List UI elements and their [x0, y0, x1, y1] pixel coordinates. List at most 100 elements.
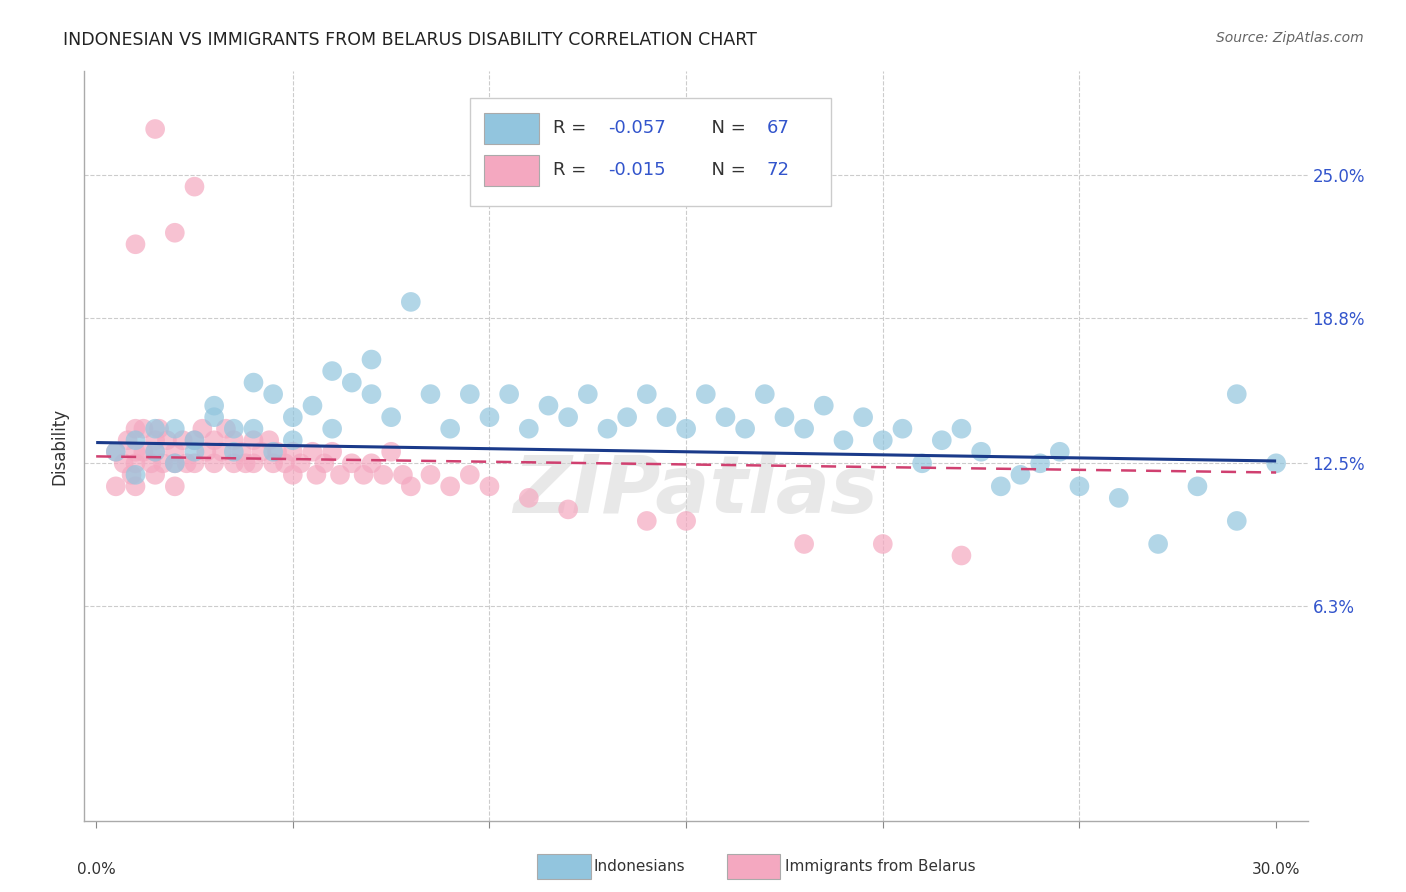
- Point: [321, 364, 343, 378]
- Point: [813, 399, 835, 413]
- Point: [754, 387, 776, 401]
- Point: [340, 376, 363, 390]
- Point: [124, 237, 146, 252]
- Point: [793, 537, 815, 551]
- Point: [1108, 491, 1130, 505]
- Point: [950, 422, 973, 436]
- Point: [373, 467, 395, 482]
- Point: [104, 479, 127, 493]
- Point: [124, 434, 146, 448]
- Text: N =: N =: [700, 161, 751, 179]
- Point: [163, 479, 186, 493]
- Point: [117, 434, 139, 448]
- Point: [1010, 467, 1032, 482]
- Point: [124, 456, 146, 470]
- Point: [242, 456, 264, 470]
- Point: [132, 444, 155, 458]
- Point: [380, 410, 402, 425]
- Point: [163, 456, 186, 470]
- Point: [143, 467, 166, 482]
- Point: [675, 514, 697, 528]
- Point: [124, 467, 146, 482]
- Point: [242, 434, 264, 448]
- Point: [183, 179, 205, 194]
- Point: [557, 410, 579, 425]
- Point: [104, 444, 127, 458]
- Point: [112, 456, 135, 470]
- Point: [121, 467, 143, 482]
- Point: [143, 444, 166, 458]
- Point: [360, 387, 382, 401]
- Point: [1069, 479, 1091, 493]
- Point: [675, 422, 697, 436]
- Point: [124, 444, 146, 458]
- Text: 67: 67: [766, 119, 790, 136]
- Point: [132, 422, 155, 436]
- Point: [143, 434, 166, 448]
- FancyBboxPatch shape: [484, 112, 540, 144]
- Point: [852, 410, 875, 425]
- Point: [714, 410, 737, 425]
- Point: [274, 456, 297, 470]
- Point: [832, 434, 855, 448]
- Point: [950, 549, 973, 563]
- Point: [1187, 479, 1209, 493]
- Text: R =: R =: [553, 161, 592, 179]
- Point: [156, 434, 179, 448]
- Text: Immigrants from Belarus: Immigrants from Belarus: [785, 859, 976, 873]
- Point: [340, 456, 363, 470]
- Point: [262, 387, 284, 401]
- Point: [1147, 537, 1170, 551]
- Point: [392, 467, 415, 482]
- Point: [891, 422, 914, 436]
- Point: [360, 352, 382, 367]
- Point: [222, 456, 245, 470]
- Text: ZIPatlas: ZIPatlas: [513, 452, 879, 530]
- Point: [183, 456, 205, 470]
- Point: [222, 444, 245, 458]
- Point: [695, 387, 717, 401]
- Point: [281, 410, 304, 425]
- Point: [202, 456, 225, 470]
- Point: [439, 422, 461, 436]
- Point: [250, 444, 273, 458]
- Point: [517, 491, 540, 505]
- Point: [360, 456, 382, 470]
- Point: [281, 444, 304, 458]
- Point: [1226, 387, 1249, 401]
- Point: [281, 467, 304, 482]
- Point: [872, 434, 894, 448]
- Point: [211, 444, 233, 458]
- Point: [399, 294, 422, 309]
- Point: [1029, 456, 1052, 470]
- Point: [872, 537, 894, 551]
- Point: [1049, 444, 1071, 458]
- Point: [202, 399, 225, 413]
- Point: [380, 444, 402, 458]
- Point: [257, 434, 280, 448]
- Text: INDONESIAN VS IMMIGRANTS FROM BELARUS DISABILITY CORRELATION CHART: INDONESIAN VS IMMIGRANTS FROM BELARUS DI…: [63, 31, 758, 49]
- Point: [202, 410, 225, 425]
- Point: [636, 514, 658, 528]
- Point: [576, 387, 599, 401]
- Point: [1265, 456, 1288, 470]
- Point: [305, 467, 328, 482]
- Point: [458, 467, 481, 482]
- Point: [124, 422, 146, 436]
- Point: [183, 434, 205, 448]
- Point: [596, 422, 619, 436]
- Text: -0.015: -0.015: [607, 161, 665, 179]
- Point: [235, 456, 257, 470]
- Point: [314, 456, 336, 470]
- Point: [517, 422, 540, 436]
- Point: [195, 444, 218, 458]
- Point: [557, 502, 579, 516]
- Point: [176, 456, 198, 470]
- Point: [353, 467, 375, 482]
- Point: [399, 479, 422, 493]
- Point: [655, 410, 678, 425]
- Point: [222, 422, 245, 436]
- Point: [183, 444, 205, 458]
- Point: [143, 444, 166, 458]
- Point: [266, 444, 288, 458]
